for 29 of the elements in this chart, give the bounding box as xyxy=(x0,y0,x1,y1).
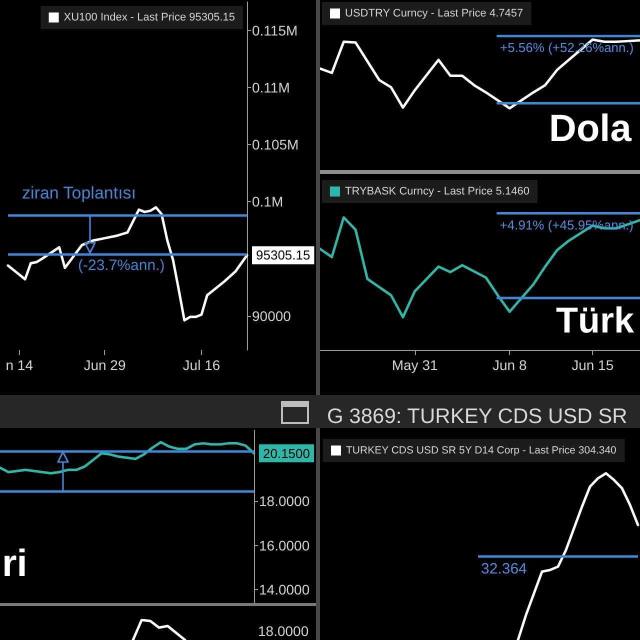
y-tick-label: 0.115M xyxy=(252,22,298,39)
legend-label: TRYBASK Curncy - Last Price 5.1460 xyxy=(345,186,530,198)
x-tick-label: May 31 xyxy=(392,357,438,373)
y-tick-label: 14.0000 xyxy=(259,582,310,598)
line-series xyxy=(6,206,248,322)
ref-line-label: (-23.7%ann.) xyxy=(78,257,165,274)
x-tick-label: n 14 xyxy=(6,357,34,373)
y-tick-label: 0.105M xyxy=(252,136,299,153)
annotation: Türk xyxy=(556,300,635,340)
y-tick-label: 0.11M xyxy=(252,80,290,96)
y-tick-label: 16.0000 xyxy=(259,537,310,554)
x-tick-label: Jun 29 xyxy=(84,357,126,373)
chart-title: G 3869: TURKEY CDS USD SR xyxy=(327,405,628,428)
y-tick-label: 0.1M xyxy=(252,194,284,210)
legend-label: TURKEY CDS USD SR 5Y D14 Corp - Last Price 304.340 xyxy=(346,444,617,456)
y-tick-label: 90000 xyxy=(252,308,292,324)
x-tick-label: Jun 8 xyxy=(492,357,527,373)
x-tick-label: Jun 15 xyxy=(572,357,614,373)
line-series xyxy=(0,440,256,474)
x-tick-label: Jul 16 xyxy=(182,357,220,373)
legend-label: USDTRY Curncy - Last Price 4.7457 xyxy=(345,8,524,20)
y-tick-label: 18.0000 xyxy=(259,492,310,509)
annotation: 32.364 xyxy=(481,560,527,578)
annotation: ri xyxy=(2,543,28,585)
legend-label: XU100 Index - Last Price 95305.15 xyxy=(64,12,236,24)
annotation: Dola xyxy=(549,108,632,150)
data-label: 20.1500 xyxy=(263,446,310,461)
ref-line-label: ziran Toplantısı xyxy=(22,183,136,202)
data-label: 95305.15 xyxy=(256,248,310,263)
